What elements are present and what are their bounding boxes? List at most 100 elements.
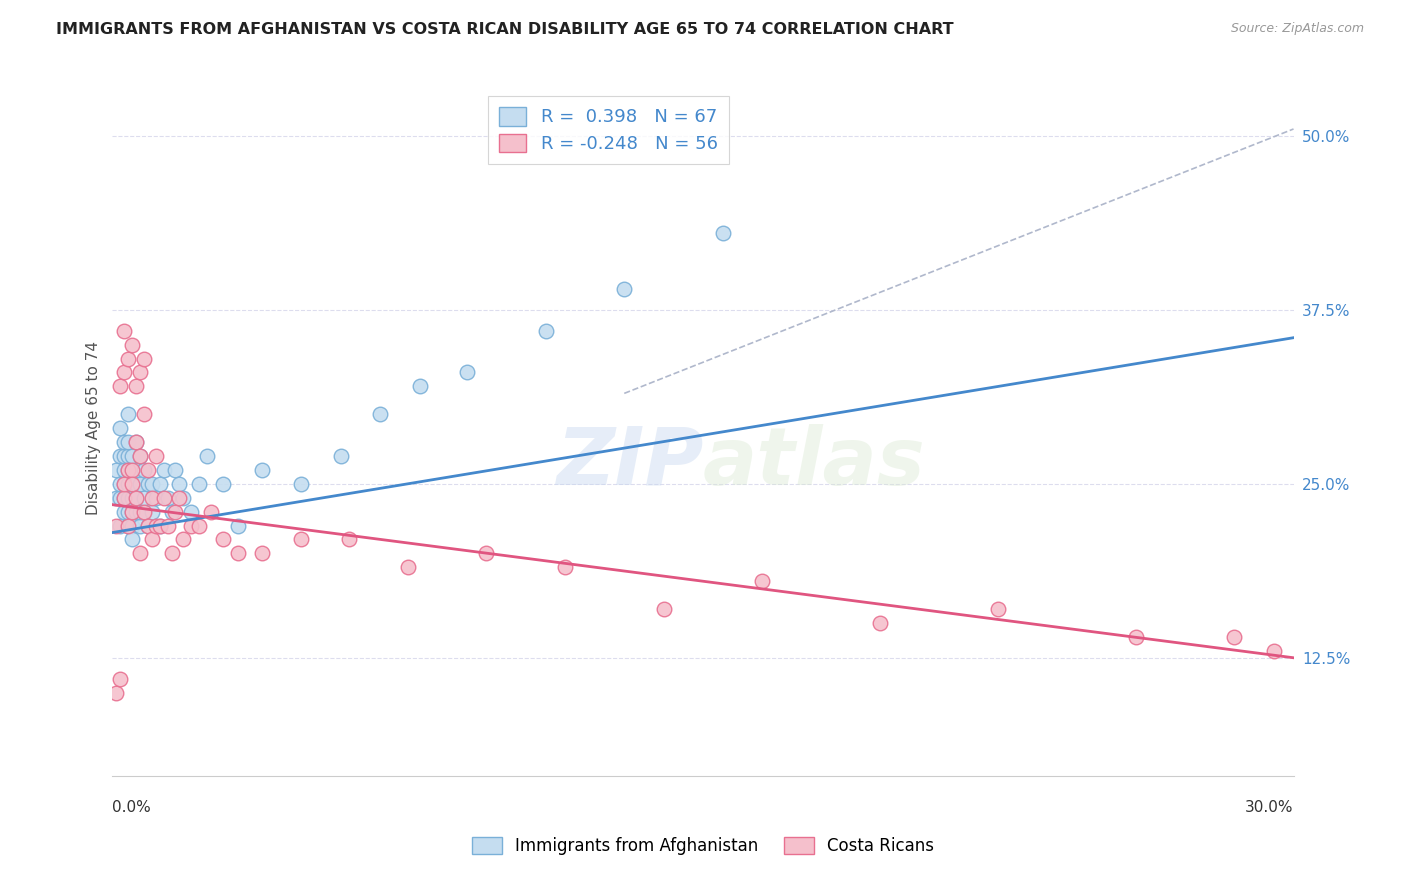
Point: [132, 505, 155, 519]
Point: [125, 476, 148, 491]
Point: [1302, 657, 1324, 672]
Point: [1263, 644, 1285, 658]
Point: [112, 463, 135, 477]
Point: [136, 518, 159, 533]
Point: [160, 546, 183, 560]
Point: [129, 449, 152, 463]
Point: [149, 518, 172, 533]
Point: [145, 449, 167, 463]
Point: [110, 518, 132, 533]
Point: [112, 491, 135, 505]
Point: [145, 518, 167, 533]
Point: [105, 685, 128, 699]
Point: [121, 337, 143, 351]
Text: 0.0%: 0.0%: [112, 800, 152, 814]
Point: [149, 518, 172, 533]
Point: [125, 505, 148, 519]
Text: Source: ZipAtlas.com: Source: ZipAtlas.com: [1230, 22, 1364, 36]
Point: [141, 533, 163, 547]
Point: [1125, 630, 1147, 644]
Point: [117, 435, 139, 450]
Point: [554, 560, 576, 574]
Point: [368, 407, 391, 421]
Point: [129, 449, 152, 463]
Point: [121, 476, 143, 491]
Point: [195, 449, 218, 463]
Point: [105, 518, 128, 533]
Point: [250, 463, 273, 477]
Point: [337, 533, 360, 547]
Point: [112, 476, 135, 491]
Point: [475, 546, 498, 560]
Point: [132, 505, 155, 519]
Point: [125, 491, 148, 505]
Point: [121, 491, 143, 505]
Point: [110, 421, 132, 435]
Point: [228, 546, 250, 560]
Point: [121, 449, 143, 463]
Point: [129, 518, 152, 533]
Point: [136, 518, 159, 533]
Text: ZIP: ZIP: [555, 424, 703, 502]
Point: [169, 491, 191, 505]
Point: [121, 505, 143, 519]
Text: 30.0%: 30.0%: [1246, 800, 1294, 814]
Point: [290, 476, 312, 491]
Point: [117, 351, 139, 366]
Point: [396, 560, 419, 574]
Legend: Immigrants from Afghanistan, Costa Ricans: Immigrants from Afghanistan, Costa Rican…: [465, 830, 941, 862]
Point: [117, 463, 139, 477]
Point: [125, 491, 148, 505]
Point: [132, 407, 155, 421]
Point: [211, 533, 233, 547]
Point: [121, 518, 143, 533]
Point: [110, 491, 132, 505]
Point: [129, 476, 152, 491]
Point: [112, 449, 135, 463]
Point: [125, 463, 148, 477]
Point: [117, 505, 139, 519]
Point: [156, 518, 179, 533]
Point: [105, 463, 128, 477]
Point: [110, 672, 132, 686]
Point: [125, 379, 148, 393]
Point: [110, 449, 132, 463]
Y-axis label: Disability Age 65 to 74: Disability Age 65 to 74: [86, 341, 101, 516]
Point: [112, 324, 135, 338]
Point: [869, 615, 891, 630]
Legend: R =  0.398   N = 67, R = -0.248   N = 56: R = 0.398 N = 67, R = -0.248 N = 56: [488, 96, 728, 164]
Point: [408, 379, 430, 393]
Point: [117, 518, 139, 533]
Point: [152, 463, 174, 477]
Point: [652, 602, 675, 616]
Point: [121, 533, 143, 547]
Point: [117, 518, 139, 533]
Point: [156, 491, 179, 505]
Point: [112, 366, 135, 380]
Point: [125, 435, 148, 450]
Point: [129, 505, 152, 519]
Point: [117, 491, 139, 505]
Point: [456, 366, 478, 380]
Point: [165, 505, 187, 519]
Point: [188, 476, 211, 491]
Point: [129, 546, 152, 560]
Point: [180, 505, 202, 519]
Point: [211, 476, 233, 491]
Point: [180, 518, 202, 533]
Point: [250, 546, 273, 560]
Point: [121, 476, 143, 491]
Text: IMMIGRANTS FROM AFGHANISTAN VS COSTA RICAN DISABILITY AGE 65 TO 74 CORRELATION C: IMMIGRANTS FROM AFGHANISTAN VS COSTA RIC…: [56, 22, 953, 37]
Point: [987, 602, 1010, 616]
Point: [117, 476, 139, 491]
Point: [112, 505, 135, 519]
Point: [110, 379, 132, 393]
Point: [141, 476, 163, 491]
Text: atlas: atlas: [703, 424, 925, 502]
Point: [172, 533, 194, 547]
Point: [711, 227, 734, 241]
Point: [136, 463, 159, 477]
Point: [141, 491, 163, 505]
Point: [172, 491, 194, 505]
Point: [121, 463, 143, 477]
